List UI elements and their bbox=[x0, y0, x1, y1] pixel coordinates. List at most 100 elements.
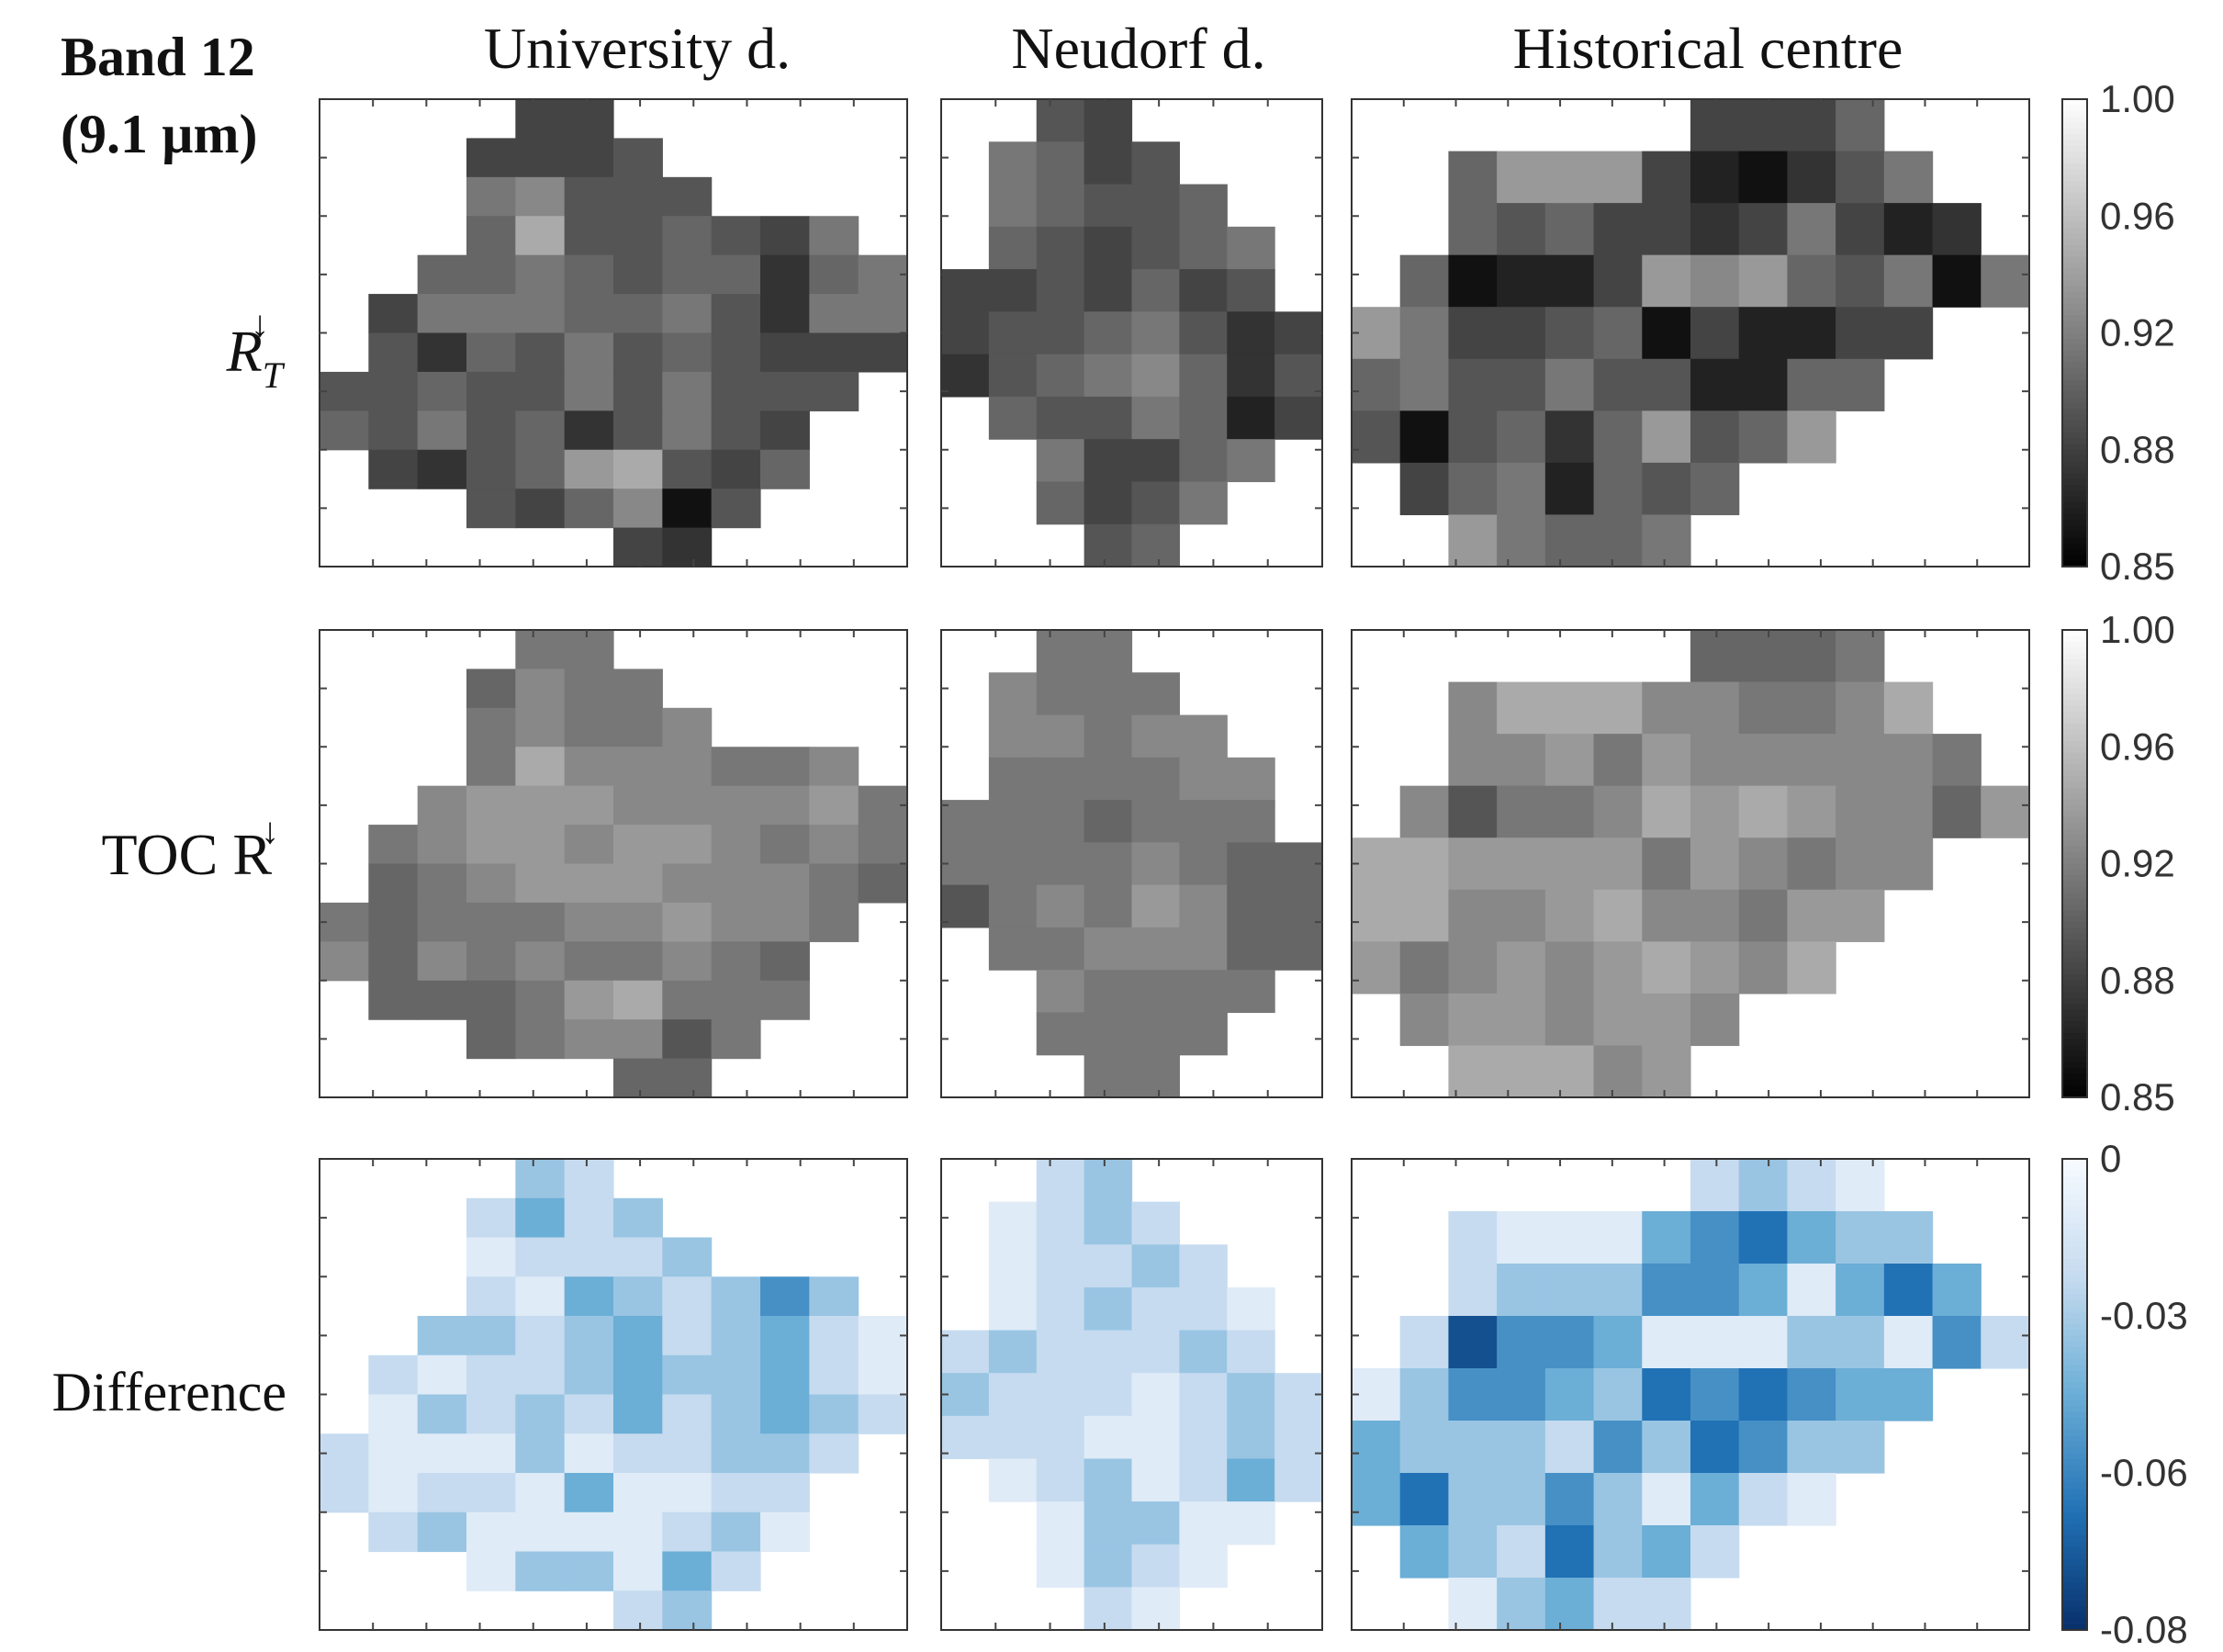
heatmap-cell bbox=[941, 842, 990, 886]
colorbar-step bbox=[2062, 122, 2087, 129]
heatmap-cell bbox=[1131, 672, 1180, 716]
heatmap-cell bbox=[613, 1197, 663, 1239]
heatmap-cell bbox=[1399, 837, 1450, 891]
heatmap-cell bbox=[515, 1394, 566, 1434]
heatmap-cell bbox=[988, 1330, 1038, 1374]
colorbar-step bbox=[2062, 787, 2087, 794]
heatmap-cell bbox=[1787, 630, 1836, 683]
colorbar-step bbox=[2062, 635, 2087, 643]
colorbar-step bbox=[2062, 1199, 2087, 1207]
heatmap-cell bbox=[1448, 941, 1498, 995]
colorbar-step bbox=[2062, 630, 2087, 636]
colorbar-step bbox=[2062, 1206, 2087, 1213]
heatmap-cell bbox=[1642, 1525, 1691, 1579]
heatmap-cell bbox=[1593, 1578, 1643, 1631]
heatmap-cell bbox=[1399, 889, 1450, 942]
heatmap-cell bbox=[417, 785, 467, 826]
row-label-rt: RT bbox=[226, 319, 286, 396]
heatmap-cell bbox=[941, 800, 990, 843]
colorbar-1: 1.00 0.96 0.92 0.88 0.85 bbox=[2061, 608, 2175, 1118]
colorbar-step bbox=[2062, 221, 2087, 229]
heatmap-cell bbox=[1497, 681, 1546, 735]
heatmap-cell bbox=[1083, 1330, 1133, 1374]
heatmap-cell bbox=[1131, 1201, 1180, 1245]
row-label-rt-sub: T bbox=[263, 354, 286, 396]
heatmap-cell bbox=[941, 311, 990, 355]
heatmap-cell bbox=[1448, 462, 1498, 516]
heatmap-cell bbox=[1448, 785, 1498, 838]
heatmap-cell bbox=[417, 1394, 467, 1434]
colorbar-step bbox=[2062, 1547, 2087, 1555]
colorbar-step bbox=[2062, 461, 2087, 468]
heatmap-cell bbox=[1399, 410, 1450, 464]
heatmap-cell bbox=[1836, 734, 1885, 787]
colorbar-step bbox=[2062, 910, 2087, 917]
heatmap-cell bbox=[1787, 1316, 1836, 1369]
heatmap-cell bbox=[1179, 884, 1228, 928]
heatmap-cell bbox=[613, 254, 663, 295]
heatmap-cell bbox=[1036, 1287, 1085, 1332]
heatmap-cell bbox=[1836, 254, 1885, 308]
heatmap-cell bbox=[1836, 99, 1885, 152]
colorbar-step bbox=[2062, 332, 2087, 340]
heatmap-cell bbox=[711, 941, 761, 982]
colorbar-step bbox=[2062, 1229, 2087, 1236]
heatmap-cell bbox=[1131, 1287, 1180, 1332]
heatmap-cell bbox=[1544, 1525, 1595, 1579]
colorbar-tick-label: -0.06 bbox=[2100, 1451, 2188, 1494]
heatmap-cell bbox=[941, 269, 990, 312]
heatmap-cell bbox=[466, 1237, 516, 1277]
colorbar-step bbox=[2062, 303, 2087, 310]
heatmap-cell bbox=[515, 332, 566, 373]
heatmap-cell bbox=[988, 1458, 1038, 1502]
colorbar-step bbox=[2062, 846, 2087, 853]
heatmap-cell bbox=[711, 1551, 761, 1591]
colorbar-step bbox=[2062, 658, 2087, 666]
heatmap-cell bbox=[1642, 1264, 1691, 1317]
heatmap-cell bbox=[1883, 151, 1934, 204]
heatmap-cell bbox=[466, 216, 516, 256]
colorbar-step bbox=[2062, 804, 2087, 812]
row-label-rt-sup: ↓ bbox=[251, 303, 269, 344]
heatmap-cell bbox=[1274, 884, 1323, 928]
heatmap-cell bbox=[1544, 1211, 1595, 1264]
heatmap-cell bbox=[564, 1159, 614, 1199]
heatmap-cell bbox=[1690, 151, 1740, 204]
heatmap-cell bbox=[1227, 927, 1275, 971]
heatmap-cell bbox=[1787, 358, 1836, 411]
colorbar-step bbox=[2062, 181, 2087, 188]
colorbar-step bbox=[2062, 449, 2087, 456]
heatmap-cell bbox=[1593, 941, 1643, 995]
colorbar-step bbox=[2062, 1015, 2087, 1022]
heatmap-cell bbox=[1497, 1264, 1546, 1317]
heatmap-cell bbox=[368, 980, 419, 1020]
colorbar-step bbox=[2062, 858, 2087, 865]
heatmap-cell bbox=[1131, 1373, 1180, 1417]
heatmap-cell bbox=[515, 825, 566, 865]
colorbar-step bbox=[2062, 886, 2087, 893]
heatmap-cell bbox=[1131, 842, 1180, 886]
heatmap-cell bbox=[564, 1433, 614, 1474]
heatmap-cell bbox=[809, 371, 859, 411]
colorbar-step bbox=[2062, 1411, 2087, 1419]
heatmap-cell bbox=[1883, 307, 1934, 360]
heatmap-cell bbox=[1036, 141, 1085, 185]
colorbar-step bbox=[2062, 863, 2087, 871]
heatmap-cell bbox=[662, 1019, 713, 1060]
heatmap-cell bbox=[1836, 307, 1885, 360]
heatmap-cell bbox=[1274, 927, 1323, 971]
colorbar-step bbox=[2062, 174, 2087, 182]
heatmap-cell bbox=[564, 216, 614, 256]
heatmap-cell bbox=[417, 941, 467, 982]
heatmap-panel-0-1 bbox=[940, 98, 1323, 568]
colorbar-frame bbox=[2061, 98, 2088, 568]
heatmap-cell bbox=[1399, 941, 1450, 995]
heatmap-cell bbox=[988, 1287, 1038, 1332]
colorbar-step bbox=[2062, 729, 2087, 736]
colorbar-step bbox=[2062, 1294, 2087, 1301]
heatmap-cell bbox=[1399, 1368, 1450, 1422]
colorbar-step bbox=[2062, 905, 2087, 911]
heatmap-cell bbox=[1036, 800, 1085, 843]
heatmap-cell bbox=[1593, 785, 1643, 838]
heatmap-cell bbox=[1448, 1368, 1498, 1422]
